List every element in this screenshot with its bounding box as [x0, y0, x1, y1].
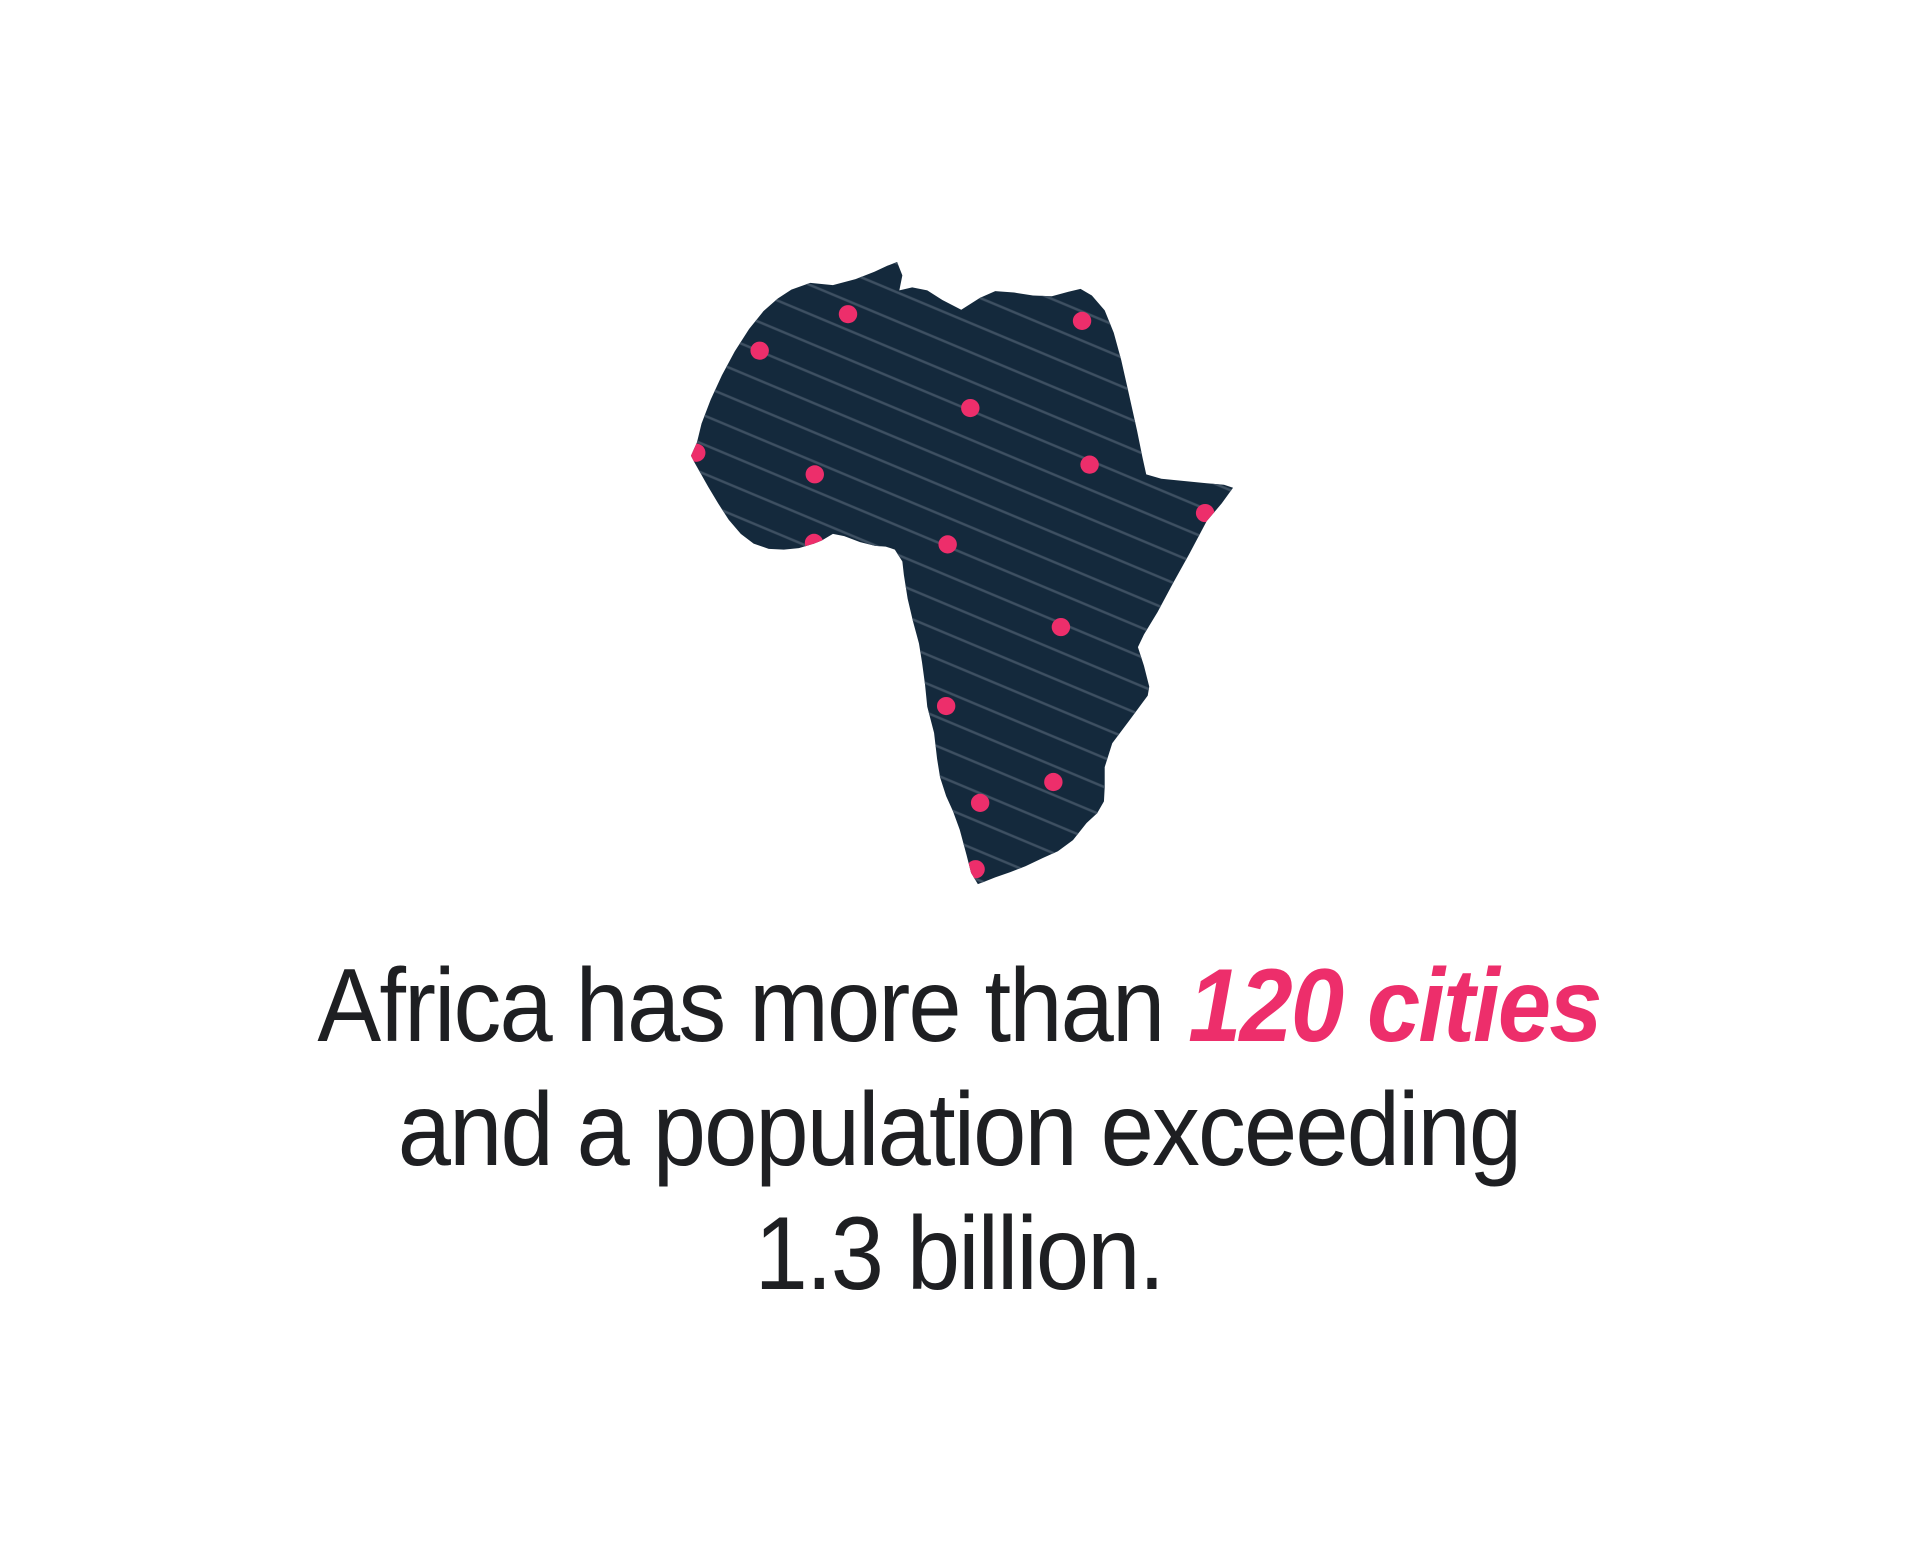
city-dot — [838, 305, 858, 324]
statement-line-1: Africa has more than 120 cities — [77, 944, 1842, 1068]
city-dot — [1080, 455, 1099, 474]
statement-line-2: and a population exceeding — [397, 1072, 1522, 1188]
city-dot — [1051, 617, 1071, 637]
city-dot — [966, 860, 985, 879]
city-dot — [690, 443, 706, 462]
africa-stripes-overlay — [690, 262, 1234, 885]
city-dot — [1044, 772, 1063, 792]
city-dot — [936, 696, 956, 716]
city-dot — [970, 793, 990, 812]
city-dot — [938, 535, 957, 554]
statement: Africa has more than 120 cities and a po… — [77, 944, 1842, 1316]
statement-highlight-120-cities: 120 cities — [1188, 948, 1602, 1064]
statement-line-1-text: Africa has more than — [317, 948, 1189, 1064]
city-dot — [804, 533, 824, 552]
africa-map-icon — [690, 262, 1234, 885]
city-dot — [805, 465, 824, 484]
statement-line-3: 1.3 billion. — [754, 1196, 1166, 1312]
city-dot — [750, 341, 769, 360]
city-dot — [1195, 503, 1215, 523]
city-dot — [961, 398, 980, 418]
city-dot — [1072, 311, 1092, 330]
